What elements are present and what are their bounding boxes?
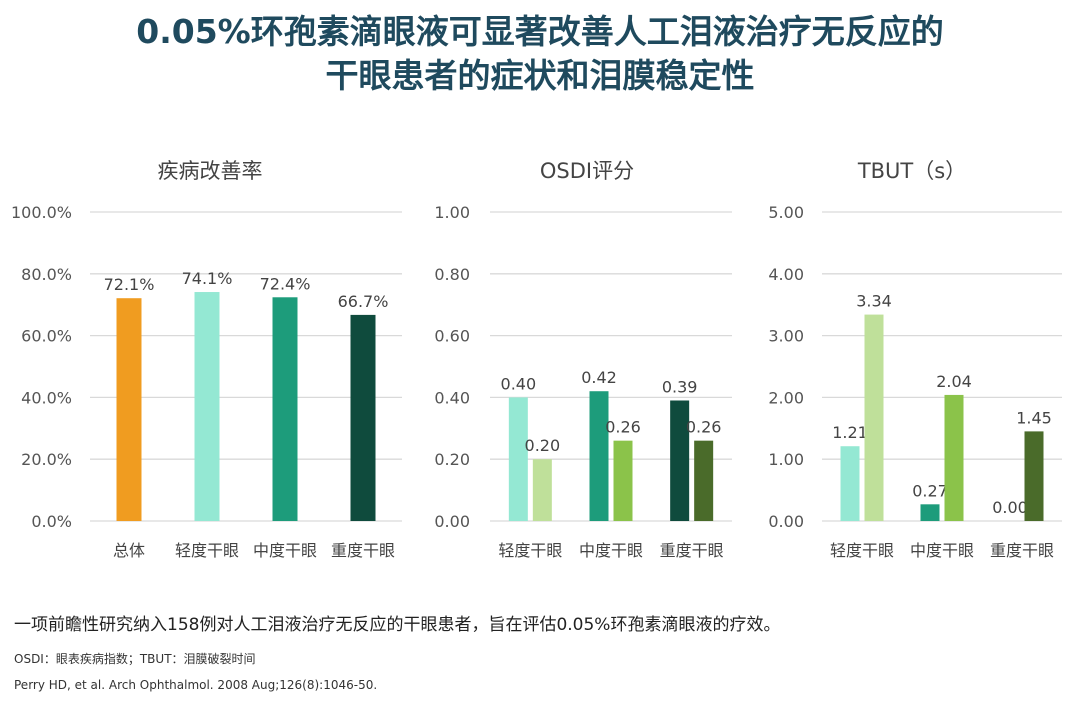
category-label: 轻度干眼 — [498, 541, 562, 560]
bar — [944, 394, 964, 521]
category-label: 中度干眼 — [253, 541, 317, 560]
chart-1: 疾病改善率 0.0% 20.0% 40.0% 60.0% 80.0% 100.0% 72.1%… — [11, 159, 402, 560]
y-tick-label: 80.0% — [21, 265, 72, 284]
data-label: 0.20 — [525, 436, 561, 455]
bar — [670, 400, 690, 521]
charts-area: 疾病改善率 0.0% 20.0% 40.0% 60.0% 80.0% 100.0% 72.1%… — [11, 159, 1062, 560]
chart-2: OSDI评分 0.00 0.20 0.40 0.60 0.80 1.00 0.40 0.20 轻度… — [434, 159, 732, 560]
reference-citation: Perry HD, et al. Arch Ophthalmol. 2008 A… — [14, 678, 378, 692]
y-tick-label: 4.00 — [768, 265, 804, 284]
y-tick-label: 100.0% — [11, 203, 72, 222]
data-label: 72.1% — [104, 275, 155, 294]
data-label: 0.27 — [912, 481, 948, 500]
category-label: 轻度干眼 — [175, 541, 239, 560]
bar — [272, 297, 298, 521]
y-tick-label: 0.60 — [434, 327, 470, 346]
page-title-line2: 干眼患者的症状和泪膜稳定性 — [325, 56, 755, 95]
study-description: 一项前瞻性研究纳入158例对人工泪液治疗无反应的干眼患者，旨在评估0.05%环孢… — [14, 615, 781, 635]
bar — [116, 298, 142, 521]
bar — [194, 292, 220, 521]
data-label: 0.39 — [662, 377, 698, 396]
bar — [864, 314, 884, 521]
bar — [920, 504, 940, 521]
y-tick-label: 60.0% — [21, 327, 72, 346]
category-label: 中度干眼 — [910, 541, 974, 560]
page-title: 0.05%环孢素滴眼液可显著改善人工泪液治疗无反应的 干眼患者的症状和泪膜稳定性 — [0, 10, 1080, 98]
y-tick-label: 20.0% — [21, 450, 72, 469]
bar — [350, 314, 376, 521]
data-label: 0.00 — [992, 498, 1028, 517]
bar — [613, 440, 633, 521]
bar — [589, 391, 609, 521]
y-tick-label: 2.00 — [768, 388, 804, 407]
y-tick-label: 0.80 — [434, 265, 470, 284]
y-tick-label: 0.00 — [434, 512, 470, 531]
data-label: 74.1% — [182, 269, 233, 288]
data-label: 1.21 — [832, 423, 868, 442]
abbreviation-note: OSDI：眼表疾病指数；TBUT：泪膜破裂时间 — [14, 652, 256, 666]
bar — [1024, 431, 1044, 521]
y-tick-label: 40.0% — [21, 388, 72, 407]
category-label: 中度干眼 — [579, 541, 643, 560]
data-label: 0.42 — [581, 368, 617, 387]
bar — [694, 440, 714, 521]
y-tick-label: 1.00 — [768, 450, 804, 469]
bar — [840, 446, 860, 521]
category-label: 轻度干眼 — [830, 541, 894, 560]
y-tick-label: 0.40 — [434, 388, 470, 407]
y-tick-label: 0.0% — [31, 512, 72, 531]
y-tick-label: 5.00 — [768, 203, 804, 222]
bar — [508, 397, 528, 521]
y-tick-label: 3.00 — [768, 327, 804, 346]
category-label: 重度干眼 — [331, 541, 395, 560]
y-tick-label: 0.00 — [768, 512, 804, 531]
data-label: 72.4% — [260, 274, 311, 293]
data-label: 3.34 — [856, 292, 892, 311]
category-label: 重度干眼 — [660, 541, 724, 560]
data-label: 0.40 — [501, 374, 537, 393]
y-tick-label: 1.00 — [434, 203, 470, 222]
data-label: 1.45 — [1016, 408, 1052, 427]
page-title-line1: 0.05%环孢素滴眼液可显著改善人工泪液治疗无反应的 — [136, 12, 944, 51]
data-label: 0.26 — [686, 418, 722, 437]
y-tick-label: 0.20 — [434, 450, 470, 469]
chart-title: TBUT（s） — [857, 159, 966, 183]
data-label: 0.26 — [605, 418, 641, 437]
chart-title: OSDI评分 — [540, 159, 634, 183]
bar — [532, 459, 552, 521]
chart-3: TBUT（s） 0.00 1.00 2.00 3.00 4.00 5.00 1.21 3.34 轻… — [768, 159, 1062, 560]
category-label: 总体 — [113, 541, 145, 560]
category-label: 重度干眼 — [990, 541, 1054, 560]
data-label: 66.7% — [338, 292, 389, 311]
chart-title: 疾病改善率 — [158, 159, 263, 183]
data-label: 2.04 — [936, 372, 972, 391]
